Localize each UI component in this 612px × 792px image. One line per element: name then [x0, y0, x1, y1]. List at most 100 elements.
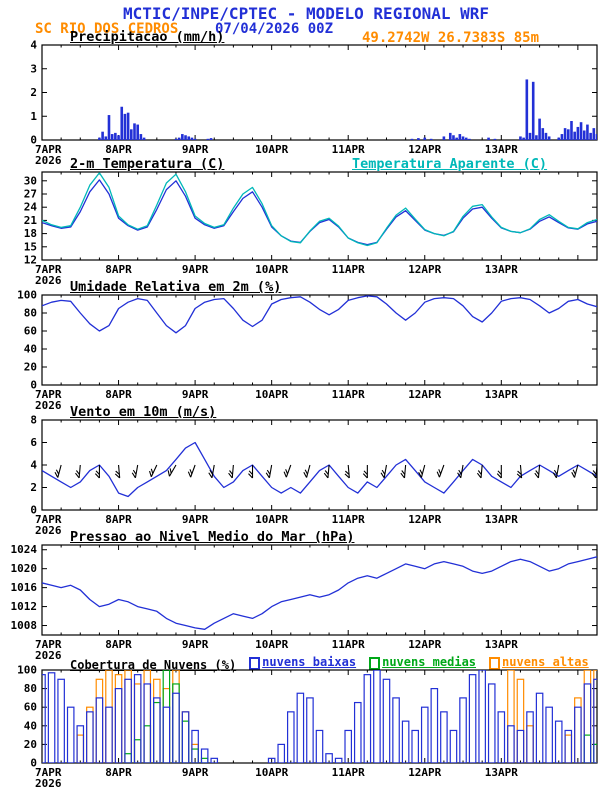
svg-text:12APR: 12APR [408, 143, 441, 156]
svg-text:13APR: 13APR [485, 263, 518, 276]
svg-text:2026: 2026 [35, 274, 62, 287]
low-clouds-swatch-icon [249, 656, 261, 670]
svg-text:0: 0 [30, 757, 37, 770]
legend-low-clouds: nuvens baixas [249, 655, 356, 670]
svg-text:0: 0 [30, 379, 37, 392]
svg-text:9APR: 9APR [182, 263, 209, 276]
svg-text:12APR: 12APR [408, 388, 441, 401]
svg-text:8APR: 8APR [105, 638, 132, 651]
svg-text:9APR: 9APR [182, 388, 209, 401]
svg-text:8APR: 8APR [105, 388, 132, 401]
svg-text:7APR: 7APR [35, 766, 62, 779]
svg-text:40: 40 [24, 343, 37, 356]
legend-apparent-temperature: Temperatura Aparente (C) [352, 156, 548, 172]
svg-text:80: 80 [24, 307, 37, 320]
svg-text:2026: 2026 [35, 154, 62, 167]
svg-text:1016: 1016 [11, 581, 38, 594]
svg-text:11APR: 11APR [332, 388, 365, 401]
svg-text:12APR: 12APR [408, 766, 441, 779]
svg-text:40: 40 [24, 719, 37, 732]
svg-text:10APR: 10APR [255, 263, 288, 276]
station-coordinates: 49.2742W 26.7383S 85m [362, 30, 540, 46]
svg-text:10APR: 10APR [255, 766, 288, 779]
svg-text:27: 27 [24, 188, 37, 201]
run-datetime: 07/04/2026 00Z [215, 21, 334, 37]
svg-text:13APR: 13APR [485, 143, 518, 156]
svg-text:10APR: 10APR [255, 513, 288, 526]
legend-high-clouds: nuvens altas [489, 655, 589, 670]
panel-title-precipitation: Precipitacao (mm/h) [70, 29, 225, 45]
svg-text:7APR: 7APR [35, 388, 62, 401]
svg-text:0: 0 [30, 134, 37, 147]
svg-text:1024: 1024 [11, 543, 38, 556]
svg-text:8APR: 8APR [105, 513, 132, 526]
svg-text:13APR: 13APR [485, 388, 518, 401]
svg-text:11APR: 11APR [332, 263, 365, 276]
panel-title-pressure: Pressao ao Nivel Medio do Mar (hPa) [70, 529, 355, 545]
high-clouds-swatch-icon [489, 656, 501, 670]
svg-text:60: 60 [24, 701, 37, 714]
svg-text:30: 30 [24, 174, 37, 187]
svg-text:1008: 1008 [11, 619, 38, 632]
svg-text:9APR: 9APR [182, 143, 209, 156]
svg-text:8APR: 8APR [105, 263, 132, 276]
svg-text:13APR: 13APR [485, 638, 518, 651]
svg-text:2026: 2026 [35, 399, 62, 412]
svg-text:2: 2 [30, 86, 37, 99]
svg-text:8: 8 [30, 414, 37, 427]
svg-text:10APR: 10APR [255, 388, 288, 401]
svg-text:20: 20 [24, 361, 37, 374]
svg-text:11APR: 11APR [332, 513, 365, 526]
panel-title-humidity: Umidade Relativa em 2m (%) [70, 279, 282, 295]
svg-text:11APR: 11APR [332, 638, 365, 651]
svg-text:3: 3 [30, 62, 37, 75]
svg-text:7APR: 7APR [35, 638, 62, 651]
legend-mid-clouds: nuvens medias [369, 655, 476, 670]
svg-text:2026: 2026 [35, 524, 62, 537]
svg-text:2: 2 [30, 481, 37, 494]
svg-text:60: 60 [24, 325, 37, 338]
svg-text:7APR: 7APR [35, 263, 62, 276]
svg-text:24: 24 [24, 201, 38, 214]
svg-text:4: 4 [30, 39, 37, 52]
svg-text:7APR: 7APR [35, 143, 62, 156]
svg-text:8APR: 8APR [105, 143, 132, 156]
svg-text:11APR: 11APR [332, 766, 365, 779]
svg-text:20: 20 [24, 738, 37, 751]
svg-text:100: 100 [17, 289, 37, 302]
svg-text:18: 18 [24, 227, 37, 240]
mid-clouds-swatch-icon [369, 656, 381, 670]
svg-text:6: 6 [30, 436, 37, 449]
panel-title-clouds: Cobertura de Nuvens (%) [70, 657, 237, 672]
svg-text:9APR: 9APR [182, 766, 209, 779]
svg-text:13APR: 13APR [485, 766, 518, 779]
svg-text:21: 21 [24, 214, 38, 227]
svg-text:7APR: 7APR [35, 513, 62, 526]
svg-text:12APR: 12APR [408, 638, 441, 651]
svg-text:10APR: 10APR [255, 638, 288, 651]
svg-text:13APR: 13APR [485, 513, 518, 526]
svg-text:10APR: 10APR [255, 143, 288, 156]
svg-text:12APR: 12APR [408, 513, 441, 526]
station-name: SC RIO DOS CEDROS [35, 21, 179, 37]
svg-text:2026: 2026 [35, 777, 62, 790]
panel-title-wind: Vento em 10m (m/s) [70, 404, 217, 420]
svg-text:8APR: 8APR [105, 766, 132, 779]
svg-text:0: 0 [30, 504, 37, 517]
svg-text:1012: 1012 [11, 600, 38, 613]
svg-text:11APR: 11APR [332, 143, 365, 156]
svg-text:100: 100 [17, 664, 37, 677]
svg-text:12APR: 12APR [408, 263, 441, 276]
svg-text:4: 4 [30, 459, 37, 472]
svg-text:1020: 1020 [11, 562, 38, 575]
clouds-title-row: Cobertura de Nuvens (%) nuvens baixas nu… [70, 655, 589, 672]
svg-text:1: 1 [30, 110, 37, 123]
page-title: MCTIC/INPE/CPTEC - MODELO REGIONAL WRF [122, 4, 490, 23]
svg-text:15: 15 [24, 240, 37, 253]
svg-text:12: 12 [24, 254, 37, 267]
